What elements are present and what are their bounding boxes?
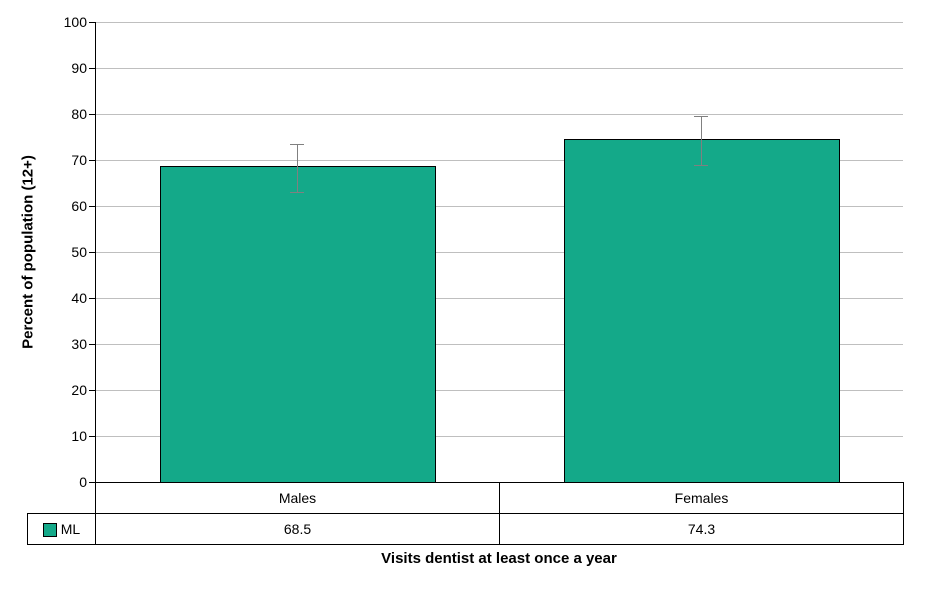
plot-area: 0102030405060708090100: [95, 22, 903, 482]
bar-females: [564, 139, 841, 482]
table-corner-cell: [28, 483, 96, 514]
y-axis-line: [95, 22, 96, 482]
legend-swatch: [43, 523, 57, 537]
y-axis-label: Percent of population (12+): [20, 155, 37, 349]
table-header-cell: Females: [500, 483, 904, 514]
error-bar: [701, 116, 702, 164]
chart-container: Percent of population (12+) Visits denti…: [0, 0, 930, 604]
data-table: MalesFemales ML 68.574.3: [27, 482, 904, 545]
gridline: [95, 114, 903, 115]
table-header-cell: Males: [96, 483, 500, 514]
table-value-cell: 74.3: [500, 514, 904, 545]
error-cap: [290, 144, 304, 145]
gridline: [95, 68, 903, 69]
bar-males: [160, 166, 437, 482]
error-cap: [694, 165, 708, 166]
table-series-cell: ML: [28, 514, 96, 545]
error-cap: [290, 192, 304, 193]
legend-label: ML: [61, 521, 80, 537]
error-cap: [694, 116, 708, 117]
gridline: [95, 22, 903, 23]
x-axis-label: Visits dentist at least once a year: [381, 550, 617, 567]
table-value-cell: 68.5: [96, 514, 500, 545]
error-bar: [297, 144, 298, 192]
